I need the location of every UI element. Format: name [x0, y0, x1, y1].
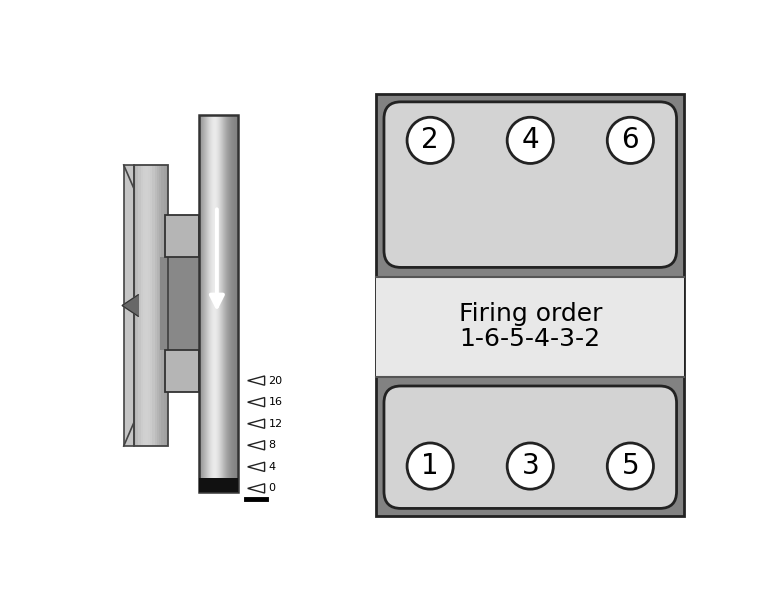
Bar — [213, 115, 214, 492]
Bar — [199, 115, 238, 492]
Bar — [138, 165, 141, 446]
Bar — [233, 115, 234, 492]
Bar — [223, 115, 225, 492]
Bar — [376, 276, 685, 377]
Bar — [229, 115, 230, 492]
Bar — [134, 165, 136, 446]
Bar — [228, 115, 229, 492]
Bar — [199, 115, 200, 492]
Bar — [165, 350, 199, 392]
Text: 12: 12 — [269, 419, 283, 429]
Bar — [150, 165, 152, 446]
Bar — [148, 165, 150, 446]
Circle shape — [507, 443, 553, 489]
Bar — [136, 165, 138, 446]
Circle shape — [608, 443, 653, 489]
Bar — [206, 115, 207, 492]
Bar — [207, 115, 209, 492]
Bar — [234, 115, 235, 492]
Bar — [164, 165, 166, 446]
Bar — [124, 165, 134, 446]
Bar — [199, 479, 238, 492]
Bar — [203, 115, 204, 492]
Text: 4: 4 — [521, 126, 539, 154]
Text: 20: 20 — [269, 376, 283, 385]
Polygon shape — [248, 376, 265, 385]
Text: 2: 2 — [421, 126, 439, 154]
Text: Firing order: Firing order — [458, 302, 602, 326]
Bar — [155, 165, 157, 446]
Polygon shape — [248, 484, 265, 493]
Polygon shape — [248, 397, 265, 407]
Polygon shape — [248, 462, 265, 471]
Bar — [209, 115, 210, 492]
Bar — [210, 115, 211, 492]
Bar — [226, 115, 227, 492]
Circle shape — [507, 117, 553, 163]
Bar — [217, 115, 218, 492]
Bar — [230, 115, 231, 492]
Circle shape — [407, 117, 453, 163]
Text: 8: 8 — [269, 440, 276, 450]
Text: 1: 1 — [421, 452, 439, 480]
Bar — [134, 165, 169, 446]
Bar — [215, 115, 217, 492]
Bar — [231, 115, 232, 492]
Bar — [166, 165, 169, 446]
Text: 1-6-5-4-3-2: 1-6-5-4-3-2 — [460, 327, 601, 351]
FancyBboxPatch shape — [384, 102, 677, 267]
Polygon shape — [122, 295, 138, 316]
Bar — [205, 115, 206, 492]
FancyBboxPatch shape — [384, 386, 677, 508]
Bar — [145, 165, 148, 446]
Text: 3: 3 — [521, 452, 539, 480]
Bar — [152, 165, 155, 446]
Bar — [141, 165, 143, 446]
Bar — [165, 215, 199, 257]
Bar — [204, 115, 205, 492]
Bar — [143, 165, 145, 446]
Bar — [218, 115, 219, 492]
Bar — [211, 115, 213, 492]
Text: 6: 6 — [622, 126, 639, 154]
Bar — [160, 257, 199, 350]
Bar — [227, 115, 228, 492]
Polygon shape — [248, 440, 265, 450]
Text: 0: 0 — [269, 483, 276, 494]
Bar — [201, 115, 202, 492]
Text: 5: 5 — [622, 452, 639, 480]
Text: 16: 16 — [269, 397, 283, 407]
Bar — [202, 115, 203, 492]
Bar — [376, 94, 685, 516]
Bar — [235, 115, 237, 492]
Bar — [225, 115, 226, 492]
Bar — [157, 165, 159, 446]
Circle shape — [407, 443, 453, 489]
Bar — [237, 115, 238, 492]
Bar — [221, 115, 222, 492]
Circle shape — [608, 117, 653, 163]
Bar — [162, 165, 164, 446]
Bar — [222, 115, 223, 492]
Polygon shape — [248, 419, 265, 428]
Bar — [200, 115, 201, 492]
Bar — [214, 115, 215, 492]
Bar — [219, 115, 221, 492]
Bar — [159, 165, 162, 446]
Bar — [232, 115, 233, 492]
Text: 4: 4 — [269, 462, 276, 472]
